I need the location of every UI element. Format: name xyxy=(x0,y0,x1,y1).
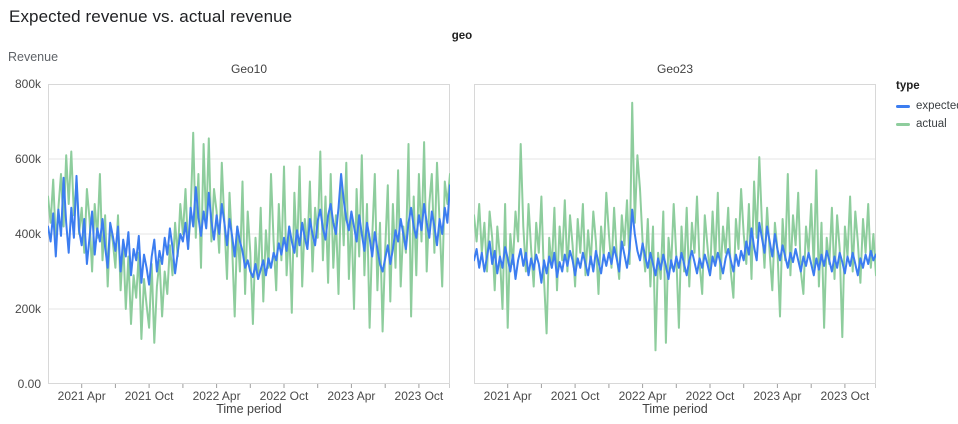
svg-text:2022 Apr: 2022 Apr xyxy=(193,389,241,403)
svg-text:2021 Oct: 2021 Oct xyxy=(551,389,600,403)
y-tick-label: 0.00 xyxy=(17,377,41,391)
svg-text:2021 Apr: 2021 Apr xyxy=(58,389,106,403)
facet-geo10: Geo10 2021 Apr 2021 Oct 2022 Apr 2022 Oct 20… xyxy=(48,62,450,424)
x-axis-title: Time period xyxy=(216,402,282,416)
svg-text:2023 Apr: 2023 Apr xyxy=(327,389,375,403)
legend-item-actual[interactable]: actual xyxy=(896,118,958,130)
legend-item-label: actual xyxy=(916,118,947,130)
chart-title: Expected revenue vs. actual revenue xyxy=(9,7,293,26)
legend: type expected actual xyxy=(896,80,958,136)
svg-text:2022 Oct: 2022 Oct xyxy=(686,389,735,403)
legend-item-expected[interactable]: expected xyxy=(896,100,958,112)
expected-line-swatch-icon xyxy=(896,104,910,108)
svg-text:2023 Apr: 2023 Apr xyxy=(753,389,801,403)
svg-text:2022 Oct: 2022 Oct xyxy=(260,389,309,403)
x-axis-title: Time period xyxy=(642,402,708,416)
y-tick-label: 600k xyxy=(14,152,41,166)
legend-item-label: expected xyxy=(916,100,958,112)
y-tick-label: 800k xyxy=(14,77,41,91)
svg-text:2021 Apr: 2021 Apr xyxy=(484,389,532,403)
legend-title: type xyxy=(896,80,920,92)
svg-text:2022 Apr: 2022 Apr xyxy=(619,389,667,403)
y-tick-label: 200k xyxy=(14,302,41,316)
legend-items: expected actual xyxy=(896,100,958,130)
facet-title-geo23: Geo23 xyxy=(656,62,694,76)
svg-text:2023 Oct: 2023 Oct xyxy=(821,389,870,403)
line-chart-geo23[interactable]: 2021 Apr 2021 Oct 2022 Apr 2022 Oct 2023 Apr… xyxy=(474,84,876,404)
facet-field-label: geo xyxy=(451,30,473,42)
y-tick-label: 400k xyxy=(14,227,41,241)
line-chart-geo10[interactable]: 2021 Apr 2021 Oct 2022 Apr 2022 Oct 2023 Apr… xyxy=(48,84,450,404)
actual-line-swatch-icon xyxy=(896,122,910,126)
y-axis-title: Revenue xyxy=(8,50,59,64)
facet-geo23: Geo23 2021 Apr 2021 Oct 2022 Apr 2022 Oct 20… xyxy=(474,62,876,424)
svg-text:2021 Oct: 2021 Oct xyxy=(125,389,174,403)
facet-title-geo10: Geo10 xyxy=(230,62,268,76)
y-axis-tick-labels: 800k 600k 400k 200k 0.00 xyxy=(0,77,41,391)
svg-text:2023 Oct: 2023 Oct xyxy=(395,389,444,403)
